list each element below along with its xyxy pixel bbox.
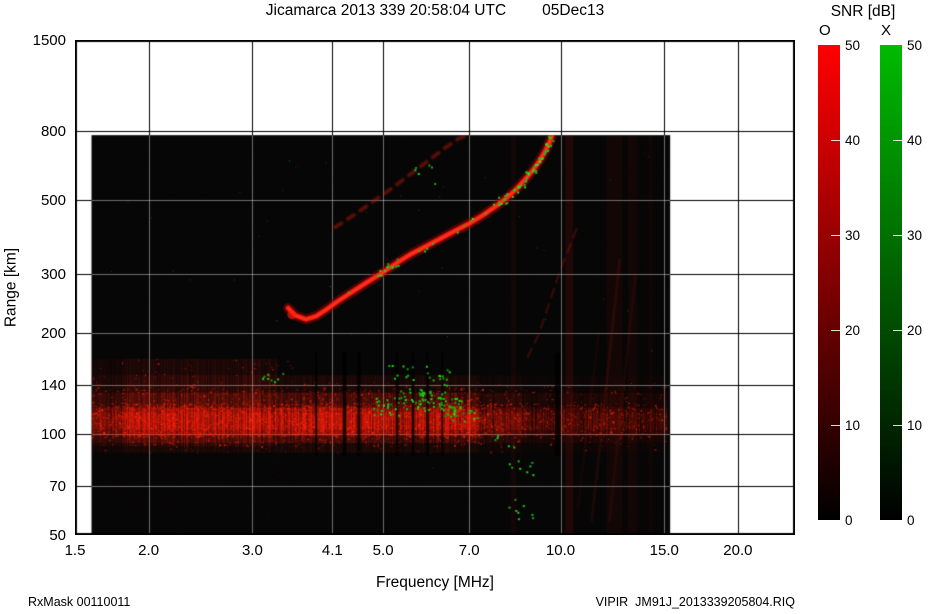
o-colorbar-gradient: [818, 45, 840, 520]
x-tick-label: 1.5: [64, 542, 86, 559]
o-colorbar-tick-label: 0: [845, 513, 853, 528]
o-colorbar-tick-label: 20: [845, 323, 861, 338]
filename-label: VIPIR JM91J_2013339205804.RIQ: [595, 595, 795, 609]
title-row: Jicamarca 2013 339 20:58:04 UTC 05Dec13: [75, 2, 795, 20]
colorbar-title: SNR [dB]: [830, 3, 896, 20]
y-tick-label: 100: [40, 426, 66, 444]
y-tick-label: 300: [40, 266, 66, 284]
o-colorbar-tick-mark: [831, 140, 840, 141]
o-colorbar-tick-mark: [831, 235, 840, 236]
x-tick-label: 3.0: [241, 542, 263, 559]
o-colorbar-tick-label: 50: [845, 38, 861, 53]
o-colorbar-tick-mark: [831, 330, 840, 331]
o-colorbar-tick-label: 30: [845, 228, 861, 243]
x-colorbar-tick-label: 30: [907, 228, 923, 243]
x-tick-label: 20.0: [723, 542, 753, 559]
x-colorbar-tick-label: 10: [907, 418, 923, 433]
o-colorbar-tick-label: 10: [845, 418, 861, 433]
x-tick-label: 2.0: [138, 542, 160, 559]
x-colorbar-tick-mark: [893, 425, 902, 426]
x-axis-label: Frequency [MHz]: [375, 574, 494, 591]
y-tick-label: 70: [49, 478, 66, 496]
x-tick-label: 10.0: [545, 542, 576, 559]
o-colorbar-tick-mark: [831, 425, 840, 426]
y-tick-label: 800: [40, 123, 66, 141]
o-mode-label: O: [819, 22, 831, 39]
x-tick-label: 4.1: [321, 542, 343, 559]
plot-title: Jicamarca 2013 339 20:58:04 UTC: [265, 2, 507, 19]
o-colorbar-tick-label: 40: [845, 133, 861, 148]
rxmask-label: RxMask 00110011: [28, 595, 131, 609]
x-tick-label: 7.0: [458, 542, 480, 559]
ionogram-canvas: [75, 40, 795, 535]
y-tick-label: 140: [40, 377, 66, 395]
x-colorbar-tick-mark: [893, 330, 902, 331]
x-colorbar-tick-label: 0: [907, 513, 915, 528]
x-colorbar-tick-label: 50: [907, 38, 923, 53]
x-mode-label: X: [881, 22, 892, 39]
x-colorbar-tick-label: 20: [907, 323, 923, 338]
x-colorbar-tick-mark: [893, 235, 902, 236]
plot-date: 05Dec13: [542, 2, 605, 19]
x-colorbar-gradient: [880, 45, 902, 520]
y-tick-label: 200: [40, 325, 66, 343]
x-colorbar-tick-label: 40: [907, 133, 923, 148]
y-tick-label: 1500: [32, 32, 66, 49]
x-tick-label: 5.0: [372, 542, 394, 559]
y-tick-label: 500: [40, 191, 66, 209]
y-tick-label: 50: [49, 527, 66, 544]
x-tick-label: 15.0: [649, 542, 679, 559]
x-colorbar-tick-mark: [893, 140, 902, 141]
